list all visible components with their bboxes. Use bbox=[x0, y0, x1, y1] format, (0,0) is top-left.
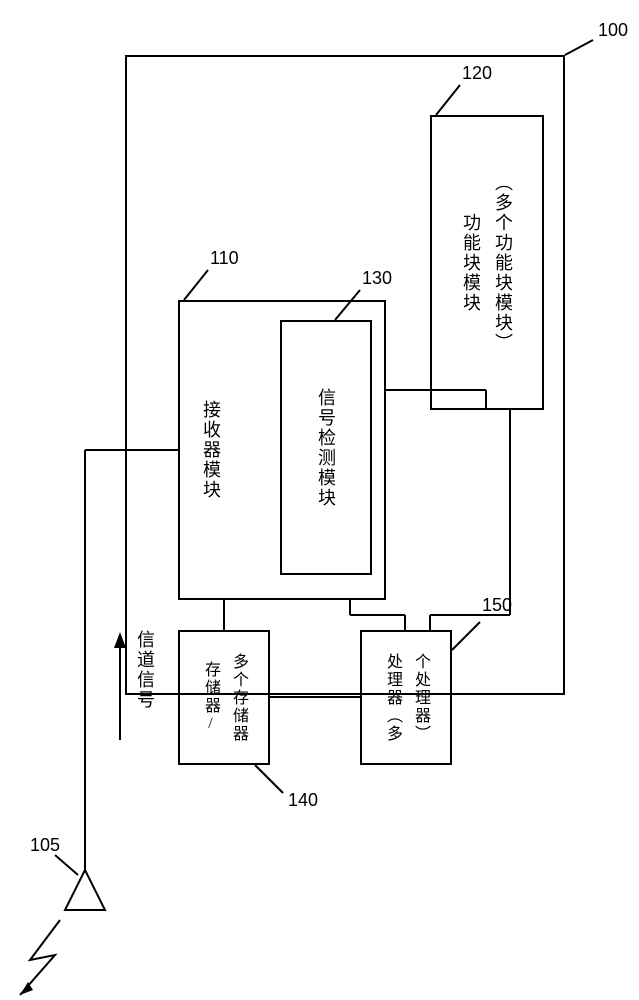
channel-signal-label: 信道信号 bbox=[132, 630, 158, 710]
diagram-canvas: 100 接收器模块 110 信号检测模块 130 功能块模块 （多个功能块模块）… bbox=[0, 0, 639, 1000]
ref-105: 105 bbox=[30, 835, 60, 856]
